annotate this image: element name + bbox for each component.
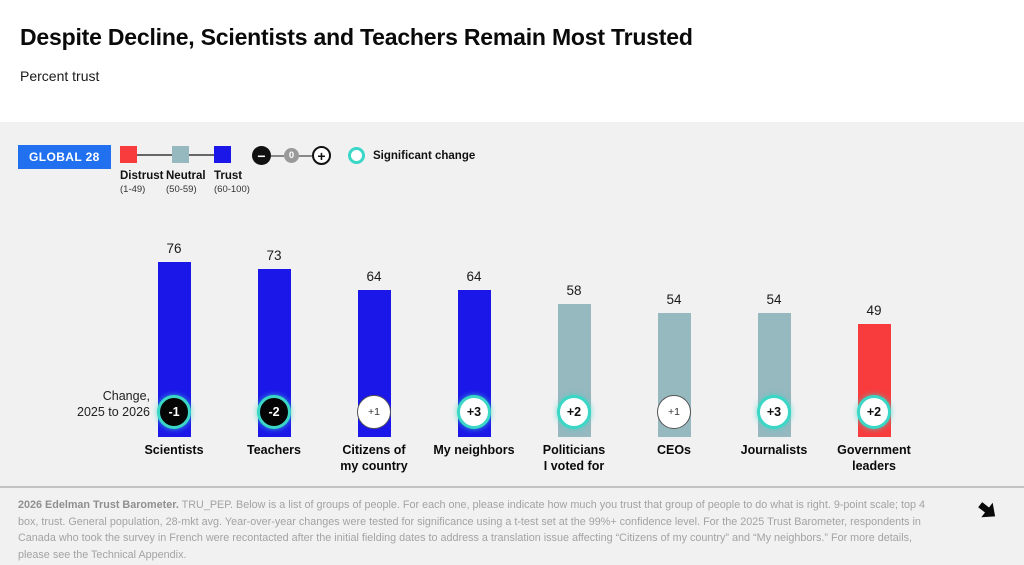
source-note-lead: 2026 Edelman Trust Barometer. (18, 499, 179, 511)
bar: +3 (457, 290, 491, 437)
bar-group-neighbors: 64 +3 (424, 269, 524, 437)
bar: -1 (157, 262, 191, 437)
bar-group-journalists: 54 +3 (724, 292, 824, 437)
bar-group-government: 49 +2 (824, 303, 924, 437)
bar-value: 64 (466, 269, 482, 284)
change-badge: +3 (457, 395, 491, 429)
change-badge: +3 (757, 395, 791, 429)
plus-button[interactable]: + (312, 146, 331, 165)
category-labels-row: Scientists Teachers Citizens of my count… (0, 443, 1024, 474)
source-note-body: TRU_PEP. Below is a list of groups of pe… (18, 499, 926, 562)
page-title: Despite Decline, Scientists and Teachers… (20, 24, 693, 50)
stepper-line (299, 154, 312, 157)
trust-label: Trust (214, 170, 243, 182)
bar-group-teachers: 73 -2 (224, 248, 324, 437)
source-note: 2026 Edelman Trust Barometer. TRU_PEP. B… (18, 497, 934, 564)
category-label: Citizens of my country (340, 443, 408, 473)
next-slide-button[interactable] (972, 496, 1002, 526)
bar-value: 64 (366, 269, 382, 284)
bar-value: 73 (266, 248, 282, 263)
bar: -2 (257, 269, 291, 437)
bar: +1 (657, 313, 691, 437)
change-badge: +1 (657, 395, 691, 429)
category-label: Teachers (247, 443, 301, 457)
header: Despite Decline, Scientists and Teachers… (0, 0, 1024, 122)
bar-group-citizens: 64 +1 (324, 269, 424, 437)
bar: +2 (557, 304, 591, 437)
change-stepper-control: − 0 + (252, 146, 331, 165)
next-arrow-icon (974, 497, 1000, 526)
region-selector-badge[interactable]: GLOBAL 28 (18, 145, 111, 169)
minus-button[interactable]: − (252, 146, 271, 165)
neutral-label: Neutral (166, 170, 206, 182)
bars-row: 76 -1 73 -2 64 +1 (0, 200, 1024, 437)
distrust-range: (1-49) (120, 184, 146, 195)
category-label: CEOs (656, 443, 692, 457)
significant-change-label: Significant change (373, 149, 476, 162)
trust-swatch-icon (214, 146, 231, 163)
change-annotation: Change, 2025 to 2026 (77, 389, 150, 420)
bar: +3 (757, 313, 791, 437)
bar-value: 54 (666, 292, 682, 307)
page-subtitle: Percent trust (20, 68, 100, 84)
category-label: My neighbors (433, 443, 515, 457)
neutral-swatch-icon (172, 146, 189, 163)
stepper-line (271, 154, 284, 157)
category-label: Government leaders (837, 443, 911, 473)
bar: +1 (357, 290, 391, 437)
trust-range: (60-100) (214, 184, 250, 195)
change-badge: +1 (357, 395, 391, 429)
distrust-label: Distrust (120, 170, 164, 182)
distrust-swatch-icon (120, 146, 137, 163)
bar-value: 54 (766, 292, 782, 307)
category-label: Scientists (144, 443, 204, 457)
change-badge: +2 (857, 395, 891, 429)
bar-value: 76 (166, 241, 182, 256)
bar-chart: Change, 2025 to 2026 76 -1 73 -2 64 (0, 200, 1024, 474)
change-badge: -1 (157, 395, 191, 429)
change-badge: -2 (257, 395, 291, 429)
bar: +2 (857, 324, 891, 437)
neutral-range: (50-59) (166, 184, 197, 195)
change-badge: +2 (557, 395, 591, 429)
category-label: Journalists (740, 443, 808, 457)
zero-button[interactable]: 0 (284, 148, 299, 163)
footer: 2026 Edelman Trust Barometer. TRU_PEP. B… (0, 486, 1024, 565)
controls-row: GLOBAL 28 Distrust Neutral Trust (1-49) … (0, 144, 1024, 216)
bar-value: 58 (566, 283, 582, 298)
trust-scale-legend: Distrust Neutral Trust (1-49) (50-59) (6… (120, 146, 255, 208)
bar-group-ceos: 54 +1 (624, 292, 724, 437)
significant-change-legend: Significant change (348, 147, 475, 164)
significant-change-ring-icon (348, 147, 365, 164)
bar-group-scientists: 76 -1 (124, 241, 224, 437)
bar-group-politicians: 58 +2 (524, 283, 624, 437)
bar-value: 49 (866, 303, 882, 318)
category-label: Politicians I voted for (542, 443, 606, 473)
